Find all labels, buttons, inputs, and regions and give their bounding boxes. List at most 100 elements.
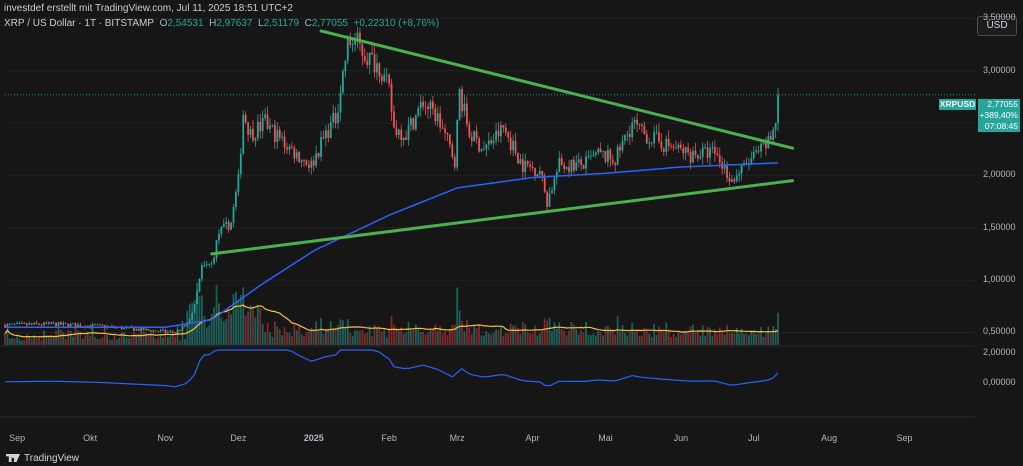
volume-bar xyxy=(286,332,288,345)
price-tick-label: 3,00000 xyxy=(983,64,1016,75)
candle-body xyxy=(774,122,777,130)
candle-body xyxy=(777,94,779,123)
candle-body xyxy=(405,137,408,141)
volume-bar xyxy=(475,328,478,345)
volume-bar xyxy=(531,333,534,345)
candle-body xyxy=(47,322,50,324)
volume-bar xyxy=(397,331,400,345)
volume-bar xyxy=(208,325,211,345)
candle-body xyxy=(602,151,604,152)
volume-bar xyxy=(334,327,337,345)
volume-bar xyxy=(320,318,322,345)
volume-bar xyxy=(507,333,510,345)
candle-body xyxy=(619,146,621,151)
candle-body xyxy=(769,136,772,140)
candle-body xyxy=(337,112,339,124)
volume-bar xyxy=(772,325,775,345)
candle-body xyxy=(541,170,544,176)
candle-body xyxy=(431,101,434,109)
volume-bar xyxy=(8,338,11,345)
candle-body xyxy=(50,322,53,324)
tradingview-logo[interactable]: TradingView xyxy=(6,453,79,464)
candle-body xyxy=(675,147,677,149)
price-tick-label: 1,50000 xyxy=(983,221,1016,232)
volume-bar xyxy=(390,315,393,345)
volume-bar xyxy=(575,329,578,345)
candle-body xyxy=(592,154,595,156)
volume-bar xyxy=(261,323,264,345)
volume-bar xyxy=(456,287,459,345)
volume-bar xyxy=(553,322,556,345)
volume-bar xyxy=(295,330,298,345)
volume-bar xyxy=(755,334,758,345)
candle-body xyxy=(684,147,687,154)
candle-body xyxy=(752,151,755,159)
candle-body xyxy=(293,147,296,159)
candle-body xyxy=(273,125,276,142)
candle-body xyxy=(349,36,352,45)
candle-body xyxy=(755,150,758,152)
oscillator-tick-label: 2,00000 xyxy=(983,347,1016,357)
volume-bar xyxy=(548,317,551,345)
candle-body xyxy=(33,322,36,325)
volume-bar xyxy=(271,336,274,345)
candle-body xyxy=(500,125,502,137)
volume-bar xyxy=(45,335,48,345)
candle-body xyxy=(52,322,55,324)
volume-bar xyxy=(305,332,308,345)
candle-body xyxy=(497,130,500,137)
candle-body xyxy=(72,323,74,325)
volume-bar xyxy=(298,326,301,345)
volume-bar xyxy=(47,336,50,345)
volume-bar xyxy=(750,330,753,345)
volume-bar xyxy=(463,331,466,345)
volume-bar xyxy=(120,331,123,345)
volume-bar xyxy=(565,335,568,345)
volume-bar xyxy=(497,330,500,345)
candle-body xyxy=(400,129,403,141)
grid-lines xyxy=(0,17,975,347)
candle-body xyxy=(230,222,232,230)
volume-bar xyxy=(660,329,663,345)
currency-button[interactable]: USD xyxy=(977,16,1017,36)
volume-bar xyxy=(242,287,245,345)
last-price: 2,77055 xyxy=(987,99,1018,109)
price-tag-symbol: XRPUSD xyxy=(939,99,976,110)
candle-body xyxy=(424,106,427,108)
candle-body xyxy=(222,223,225,228)
candle-body xyxy=(580,159,583,165)
candle-body xyxy=(11,323,14,325)
volume-bar xyxy=(434,324,437,345)
time-tick-label: Jun xyxy=(673,433,689,443)
candle-body xyxy=(176,329,179,333)
volume-bar xyxy=(492,332,495,345)
volume-bar xyxy=(322,333,325,345)
candle-body xyxy=(179,329,181,331)
candle-body xyxy=(395,127,398,135)
price-tick-label: 3,50000 xyxy=(983,12,1016,23)
volume-bar xyxy=(339,319,342,345)
volume-bar xyxy=(67,330,70,345)
candle-body xyxy=(597,148,600,153)
low-value: 2,51179 xyxy=(263,18,300,29)
candle-body xyxy=(760,143,762,152)
candle-body xyxy=(40,324,43,326)
volume-bar xyxy=(315,321,318,345)
time-tick-label: Feb xyxy=(381,433,397,443)
volume-bar xyxy=(624,332,626,345)
candle-body xyxy=(701,147,704,158)
candle-body xyxy=(536,173,539,177)
volume-bar xyxy=(517,328,519,345)
volume-bar xyxy=(597,330,600,345)
candle-body xyxy=(371,52,373,55)
candle-body xyxy=(735,175,738,182)
volume-bar xyxy=(342,320,344,345)
volume-bar xyxy=(436,331,439,345)
candle-body xyxy=(242,114,245,154)
volume-bar xyxy=(42,330,45,345)
volume-bar xyxy=(648,333,651,345)
volume-bar xyxy=(541,329,544,345)
candle-body xyxy=(616,146,619,166)
candle-body xyxy=(342,71,344,93)
